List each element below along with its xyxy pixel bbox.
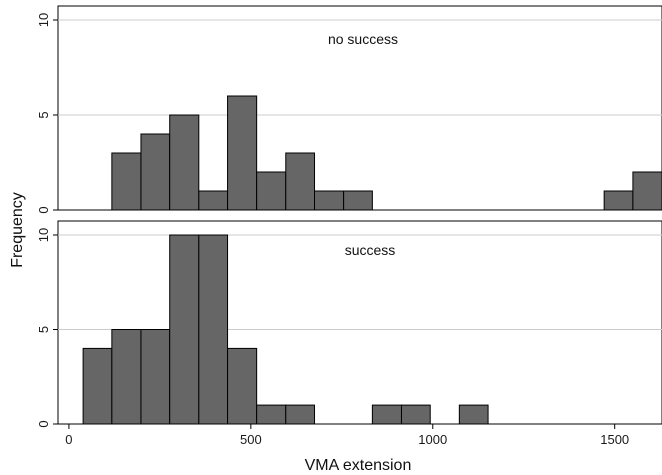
histogram-bar bbox=[227, 95, 258, 211]
histogram-bar bbox=[458, 404, 489, 425]
panels: 0 5 10 no success 0 5 10 success bbox=[36, 5, 662, 428]
histogram-bar bbox=[169, 114, 200, 211]
panel-label: success bbox=[345, 242, 396, 258]
panel-2: 0 5 10 success bbox=[36, 220, 662, 428]
histogram-bar bbox=[371, 404, 402, 425]
panel-1: 0 5 10 no success bbox=[36, 5, 662, 214]
panel-label: no success bbox=[328, 31, 398, 47]
histogram-bar bbox=[285, 152, 316, 211]
histogram-bar bbox=[198, 234, 229, 425]
x-tick-label: 1500 bbox=[600, 432, 629, 447]
y-tick-label: 0 bbox=[36, 206, 51, 213]
x-tick-label: 0 bbox=[65, 432, 72, 447]
histogram-bar bbox=[343, 190, 373, 211]
histogram-bar bbox=[140, 133, 171, 211]
histogram-bar bbox=[111, 329, 142, 425]
x-tick-label: 1000 bbox=[418, 432, 447, 447]
y-tick-label: 10 bbox=[36, 13, 51, 27]
y-tick-label: 5 bbox=[36, 111, 51, 118]
histogram-bar bbox=[169, 234, 200, 425]
x-tick-label: 500 bbox=[240, 432, 262, 447]
histogram-bar bbox=[256, 404, 287, 425]
histogram-bar bbox=[400, 404, 431, 425]
x-axis: 0 500 1000 1500 bbox=[65, 424, 629, 447]
y-tick-label: 10 bbox=[36, 228, 51, 242]
y-tick-label: 5 bbox=[36, 326, 51, 333]
histogram-bar bbox=[198, 190, 229, 211]
histogram-bar bbox=[285, 404, 316, 425]
histogram-bar bbox=[256, 171, 287, 211]
y-axis-title: Frequency bbox=[9, 192, 26, 268]
histogram-bar bbox=[140, 329, 171, 425]
histogram-bar bbox=[314, 190, 345, 211]
histogram-bar bbox=[603, 190, 634, 211]
histogram-bar bbox=[227, 347, 258, 425]
x-axis-title: VMA extension bbox=[305, 457, 412, 474]
histogram-bar bbox=[111, 152, 142, 211]
histogram-bar bbox=[82, 347, 113, 425]
histogram-bar bbox=[632, 171, 662, 211]
y-tick-label: 0 bbox=[36, 420, 51, 427]
